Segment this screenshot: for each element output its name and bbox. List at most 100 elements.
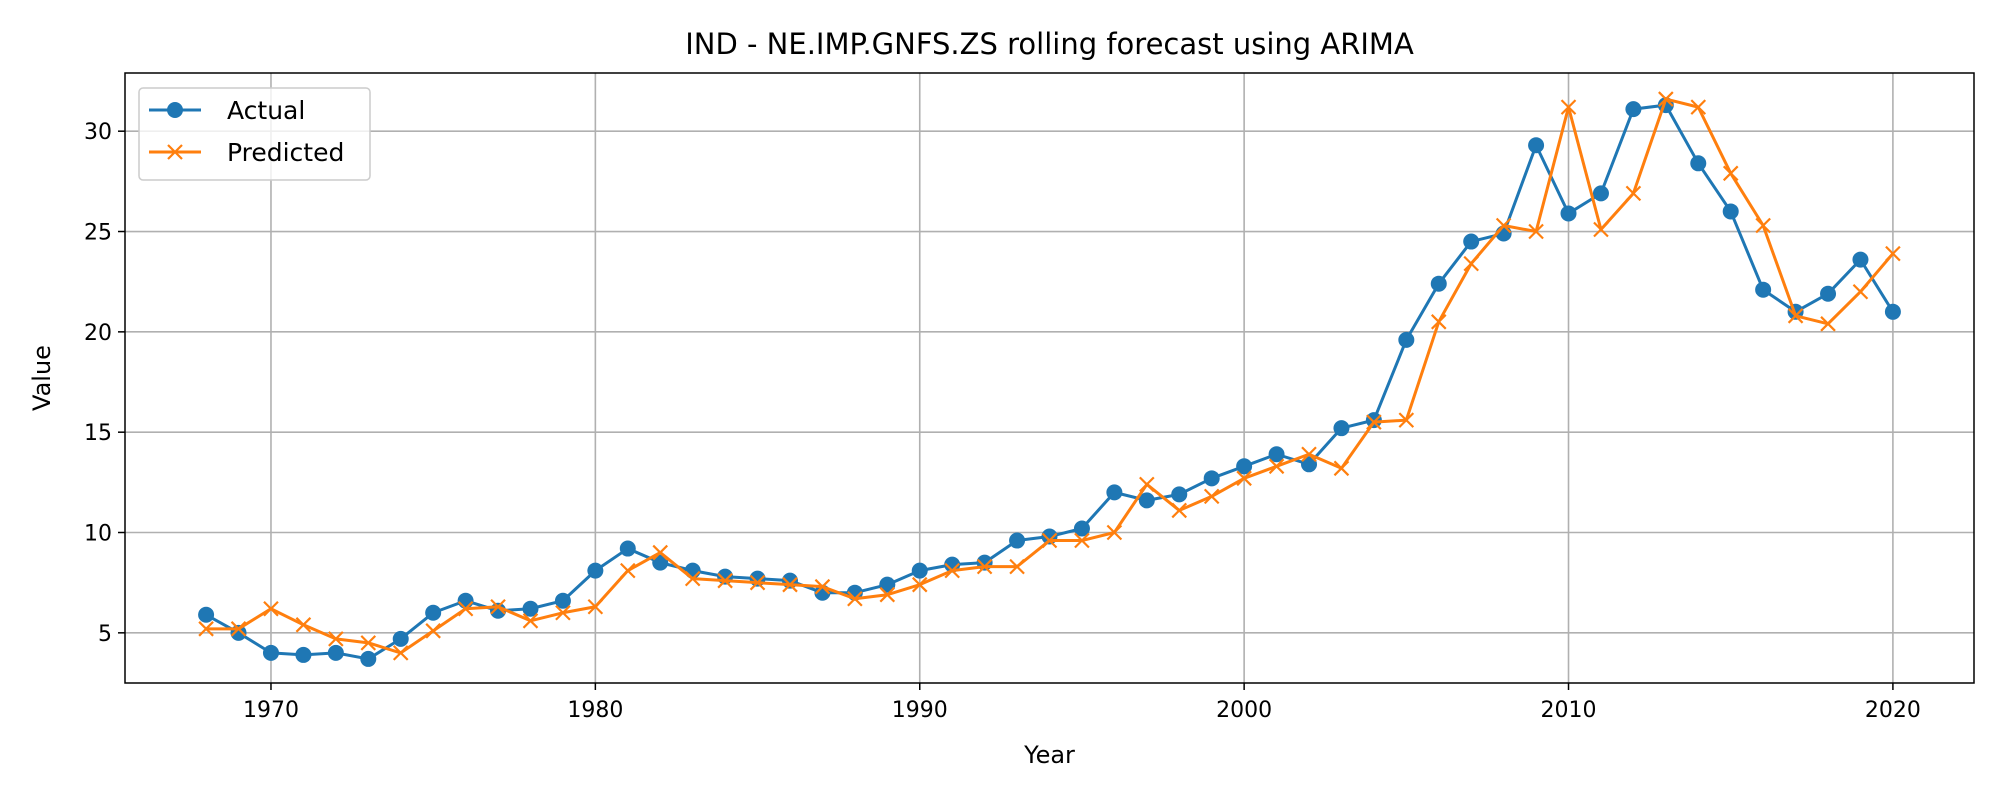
data-point-predicted: [782, 576, 798, 593]
data-point-predicted: [652, 544, 669, 561]
data-point-predicted: [230, 621, 247, 637]
data-point-predicted: [1755, 217, 1771, 234]
data-point-predicted: [1463, 255, 1479, 272]
x-tick-label: 2000: [1216, 698, 1272, 723]
data-point-predicted: [1333, 460, 1350, 477]
data-point-actual: [1722, 203, 1739, 220]
x-tick-label: 1970: [243, 698, 299, 723]
data-point-predicted: [360, 635, 377, 651]
data-point-predicted: [1560, 99, 1577, 115]
data-point-predicted: [944, 562, 960, 579]
data-point-actual: [262, 644, 279, 661]
data-point-predicted: [1106, 524, 1123, 541]
data-point-actual: [1171, 486, 1188, 503]
legend-label-predicted: Predicted: [227, 138, 344, 167]
data-point-actual: [1852, 251, 1869, 268]
data-point-actual: [1755, 281, 1772, 298]
data-point-predicted: [1236, 470, 1252, 487]
data-point-predicted: [1658, 91, 1674, 107]
data-point-actual: [1106, 484, 1123, 501]
data-point-actual: [1236, 458, 1253, 475]
data-point-predicted: [1171, 502, 1188, 519]
data-point-actual: [1463, 233, 1480, 250]
data-point-predicted: [1139, 476, 1155, 493]
data-point-actual: [295, 646, 312, 663]
data-point-predicted: [1593, 221, 1609, 238]
data-point-actual: [1560, 205, 1577, 222]
x-tick-label: 2020: [1865, 698, 1921, 723]
y-tick-label: 5: [98, 622, 112, 647]
x-tick-label: 1980: [567, 698, 623, 723]
data-point-predicted: [1009, 558, 1025, 575]
data-point-predicted: [198, 621, 214, 637]
series-layer: [198, 91, 1901, 667]
data-point-actual: [587, 562, 604, 579]
data-point-actual: [360, 650, 377, 667]
data-point-predicted: [620, 562, 636, 579]
data-point-predicted: [1430, 314, 1447, 330]
data-point-actual: [1398, 331, 1415, 348]
data-point-predicted: [425, 623, 441, 639]
data-point-predicted: [1722, 165, 1739, 182]
data-point-predicted: [717, 572, 733, 589]
y-tick-label: 30: [84, 120, 112, 145]
data-point-predicted: [911, 576, 928, 593]
x-tick-label: 1990: [892, 698, 948, 723]
data-point-predicted: [847, 590, 863, 607]
data-point-predicted: [295, 617, 312, 633]
data-point-predicted: [1074, 532, 1090, 549]
data-point-predicted: [1852, 283, 1869, 300]
data-point-actual: [1073, 520, 1090, 537]
data-point-predicted: [1820, 316, 1836, 332]
y-tick-label: 25: [84, 221, 112, 246]
data-point-predicted: [1885, 245, 1901, 262]
plot-frame: [124, 72, 1975, 684]
data-point-actual: [1592, 185, 1609, 202]
data-point-actual: [1138, 492, 1155, 509]
data-point-actual: [1884, 303, 1901, 320]
x-tick-label: 2010: [1541, 698, 1597, 723]
data-point-predicted: [1398, 412, 1415, 428]
data-point-actual: [457, 592, 474, 609]
data-point-predicted: [1690, 99, 1707, 115]
data-point-actual: [684, 562, 701, 579]
data-point-actual: [1820, 285, 1837, 302]
legend-marker-predicted: [167, 144, 183, 160]
data-point-actual: [1365, 412, 1382, 429]
data-point-actual: [198, 606, 215, 623]
data-point-predicted: [1301, 446, 1317, 463]
chart-title: IND - NE.IMP.GNFS.ZS rolling forecast us…: [685, 27, 1414, 61]
data-point-predicted: [879, 586, 896, 603]
data-point-predicted: [392, 645, 409, 661]
data-point-predicted: [976, 558, 993, 575]
legend-label-actual: Actual: [227, 96, 305, 125]
data-point-predicted: [1787, 308, 1804, 324]
data-point-predicted: [490, 598, 506, 615]
data-point-predicted: [1203, 488, 1220, 505]
data-point-actual: [1203, 470, 1220, 487]
legend-marker-actual: [167, 102, 183, 118]
data-point-predicted: [263, 600, 279, 617]
data-point-actual: [554, 592, 571, 609]
data-point-predicted: [587, 598, 604, 615]
data-point-actual: [1528, 137, 1545, 154]
data-point-predicted: [457, 600, 474, 617]
data-point-predicted: [1041, 532, 1058, 549]
data-point-predicted: [814, 578, 831, 595]
data-point-actual: [879, 576, 896, 593]
data-point-predicted: [1528, 223, 1544, 240]
data-point-actual: [327, 644, 344, 661]
data-point-actual: [619, 540, 636, 557]
plot-area: [125, 73, 1974, 683]
y-tick-label: 10: [84, 522, 112, 547]
data-point-predicted: [1495, 217, 1512, 234]
y-tick-label: 20: [84, 321, 112, 346]
legend-x-marker: [167, 144, 183, 160]
y-axis-title: Value: [28, 345, 56, 411]
data-point-actual: [1301, 456, 1318, 473]
data-point-predicted: [1625, 185, 1642, 202]
data-point-actual: [1009, 532, 1026, 549]
data-point-actual: [1268, 446, 1285, 463]
